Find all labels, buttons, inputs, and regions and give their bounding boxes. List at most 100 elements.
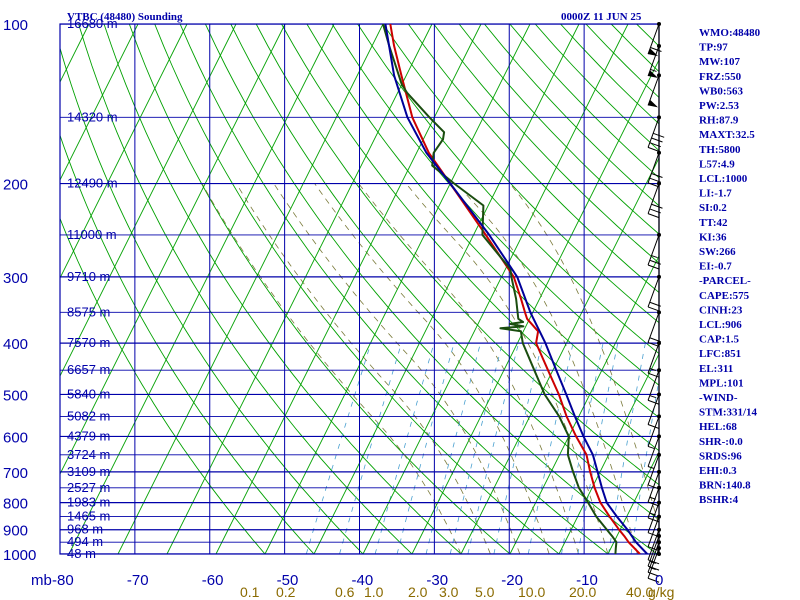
isotherm [607, 450, 659, 554]
wind-barb [647, 392, 661, 429]
wind-barb [647, 232, 661, 270]
station-title: VTBC (48480) Sounding [67, 11, 183, 23]
y-axis-unit-label: mb [31, 572, 52, 589]
height-tick-label: 48 m [67, 546, 96, 561]
pressure-tick-label: 100 [3, 17, 28, 34]
sounding-traces [382, 24, 648, 554]
mixing-ratio-label: 40.0 [626, 584, 653, 600]
height-tick-label: 494 m [67, 534, 103, 549]
grid-lines [60, 24, 659, 554]
pressure-tick-label: 400 [3, 336, 28, 353]
index-value: SW:266 [699, 246, 736, 258]
height-tick-label: 5082 m [67, 408, 110, 423]
mixing-ratio-label: 0.1 [240, 584, 260, 600]
temperature-tick-label: -50 [277, 572, 299, 589]
index-value: PW:2.53 [699, 100, 740, 112]
index-value: -WIND- [699, 392, 738, 404]
index-value: TT:42 [699, 217, 728, 229]
wind-barb [647, 500, 661, 538]
isotherm [313, 24, 580, 554]
pressure-tick-label: 600 [3, 429, 28, 446]
index-value: SRDS:96 [699, 450, 742, 462]
pressure-tick-label: 800 [3, 496, 28, 513]
isotherm [68, 24, 335, 554]
height-tick-label: 12490 m [67, 176, 118, 191]
background-grid [59, 23, 660, 555]
pressure-tick-label: 300 [3, 270, 28, 287]
index-value: TP:97 [699, 42, 728, 54]
index-value: WB0:563 [699, 85, 744, 97]
index-value: MPL:101 [699, 377, 744, 389]
height-tick-label: 2527 m [67, 480, 110, 495]
wind-barb [647, 274, 661, 312]
wind-barb [647, 181, 663, 219]
index-value: LCL:1000 [699, 173, 748, 185]
index-value: SI:0.2 [699, 202, 727, 214]
index-value: WMO:48480 [699, 27, 761, 39]
index-value: CAP:1.5 [699, 334, 740, 346]
isotherm [60, 24, 237, 378]
pressure-tick-label: 200 [3, 177, 28, 194]
index-value: LI:-1.7 [699, 188, 732, 200]
axis-labels: 100 200 300 400 500 600 700 800 900 1000 16680 m 14… [3, 16, 674, 600]
wind-barb [647, 434, 661, 469]
valid-time: 0000Z 11 JUN 25 [561, 11, 642, 23]
height-tick-label: 968 m [67, 522, 103, 537]
wind-barb [647, 73, 661, 108]
mixing-ratio-label: 2.0 [408, 584, 428, 600]
series-dew-point-line [382, 24, 618, 554]
height-tick-label: 3724 m [67, 447, 110, 462]
temperature-tick-label: -80 [52, 572, 74, 589]
wind-barb [647, 485, 661, 523]
mixing-ratio-label: 5.0 [475, 584, 495, 600]
height-tick-label: 16680 m [67, 16, 118, 31]
height-tick-label: 5840 m [67, 386, 110, 401]
wind-barb [647, 341, 661, 378]
wind-barb [647, 527, 661, 565]
isotherm [558, 352, 659, 554]
mixing-ratio-label: 20.0 [569, 584, 596, 600]
index-value: EL:311 [699, 363, 733, 375]
mixing-ratio-label: 3.0 [439, 584, 459, 600]
isotherm [60, 24, 286, 476]
height-tick-label: 1983 m [67, 495, 110, 510]
index-value: SHR-:0.0 [699, 436, 743, 448]
temperature-tick-label: -70 [127, 572, 149, 589]
series-temperature-line [389, 24, 641, 554]
index-value: RH:87.9 [699, 115, 739, 127]
index-value: MAXT:32.5 [699, 129, 755, 141]
isotherm [60, 24, 139, 182]
wind-barb [647, 43, 661, 79]
pressure-tick-label: 500 [3, 387, 28, 404]
wind-barb [647, 22, 662, 57]
index-value: EHI:0.3 [699, 465, 737, 477]
wind-barb [657, 552, 661, 556]
isotherm [166, 24, 433, 554]
mixing-ratio-label: 10.0 [518, 584, 545, 600]
height-tick-label: 8575 m [67, 304, 110, 319]
index-value: EI:-0.7 [699, 261, 732, 273]
isotherm [460, 156, 659, 554]
index-value: LFC:851 [699, 348, 741, 360]
index-value: CINH:23 [699, 304, 743, 316]
height-tick-label: 14320 m [67, 109, 118, 124]
mixing-ratio-label: 0.2 [276, 584, 296, 600]
wind-barb [647, 414, 661, 449]
pressure-tick-label: 700 [3, 465, 28, 482]
index-value: L57:4.9 [699, 158, 735, 170]
series-parcel-line [384, 24, 648, 554]
index-value: MW:107 [699, 56, 740, 68]
isotherm [264, 24, 531, 554]
height-tick-label: 4379 m [67, 428, 110, 443]
index-value: FRZ:550 [699, 71, 742, 83]
isotherm [215, 24, 482, 554]
index-value: -PARCEL- [699, 275, 751, 287]
index-value: STM:331/14 [699, 407, 758, 419]
wind-barb [647, 469, 661, 507]
temperature-tick-label: -60 [202, 572, 224, 589]
index-value: KI:36 [699, 231, 727, 243]
height-tick-label: 11000 m [67, 227, 117, 242]
isotherm [117, 24, 384, 554]
pressure-tick-label: 1000 [3, 547, 36, 564]
